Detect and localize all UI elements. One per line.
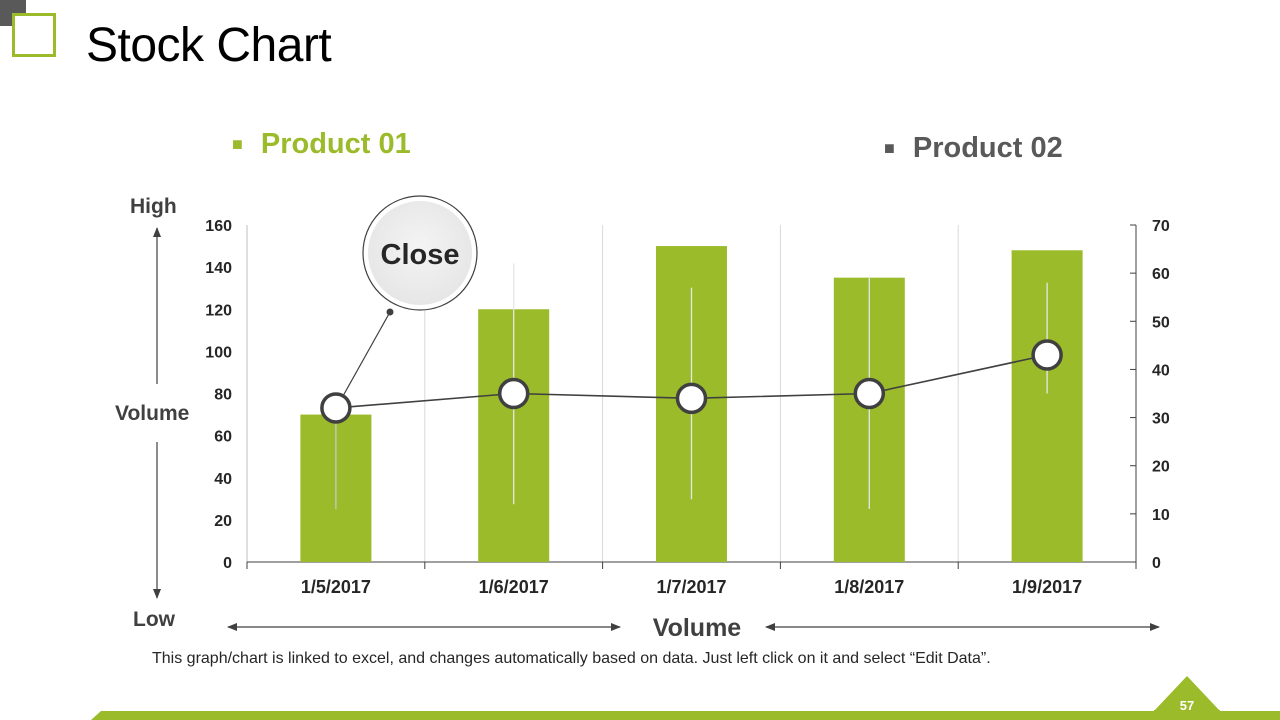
y-left-tick-label: 80 [214,387,232,404]
legend-item-product-02[interactable]: ■ Product 02 [884,132,1063,165]
y-left-tick-label: 140 [205,260,232,277]
y-right-tick-label: 0 [1152,555,1161,572]
close-callout: Close [342,195,478,397]
y-left-tick-label: 60 [214,429,232,446]
x-category-label: 1/5/2017 [301,577,371,597]
y-right-tick-label: 30 [1152,411,1170,428]
x-category-label: 1/7/2017 [656,577,726,597]
y-left-tick-label: 120 [205,302,232,319]
y-right-tick-label: 20 [1152,459,1170,476]
y-right-tick-label: 60 [1152,266,1170,283]
page-number: 57 [1179,698,1195,713]
x-category-label: 1/8/2017 [834,577,904,597]
corner-accent-square [12,13,56,57]
close-point [1031,339,1063,371]
close-point [320,392,352,424]
y-left-tick-label: 40 [214,471,232,488]
x-category-label: 1/9/2017 [1012,577,1082,597]
square-bullet-icon: ■ [884,138,895,158]
callout-label: Close [381,239,460,271]
volume-axis-label: Volume [115,402,190,425]
y-left-tick-label: 0 [223,555,232,572]
y-right-tick-label: 10 [1152,507,1170,524]
y-left-tick-label: 160 [205,218,232,235]
square-bullet-icon: ■ [232,134,243,154]
x-category-label: 1/6/2017 [479,577,549,597]
slide-title: Stock Chart [86,19,332,72]
callout-bubble [368,201,472,305]
legend-item-product-01[interactable]: ■ Product 01 [232,128,411,161]
page-number-badge-base [1154,710,1220,720]
y-left-tick-label: 100 [205,344,232,361]
footnote: This graph/chart is linked to excel, and… [152,650,991,667]
close-point [853,377,886,410]
footer-bar [91,676,1280,720]
volume-bottom-label: Volume [653,614,742,642]
y-right-tick-label: 50 [1152,314,1170,331]
y-right-tick-label: 70 [1152,218,1170,235]
footer-stripe [91,711,1280,720]
plot-area: 0 20 40 60 80 100 120 140 160 0 10 20 30 40 50 60 70 1/5/… [205,218,1170,597]
callout-anchor-dot [386,308,394,316]
low-label: Low [133,608,175,631]
close-point [497,377,530,410]
close-point [675,382,708,415]
high-label: High [130,195,177,218]
page-number-badge [1154,676,1220,711]
y-right-tick-label: 40 [1152,362,1170,379]
y-left-tick-label: 20 [214,513,232,530]
legend-label: Product 02 [912,132,1063,164]
callout-leader-line [342,311,391,397]
legend-label: Product 01 [260,128,411,160]
